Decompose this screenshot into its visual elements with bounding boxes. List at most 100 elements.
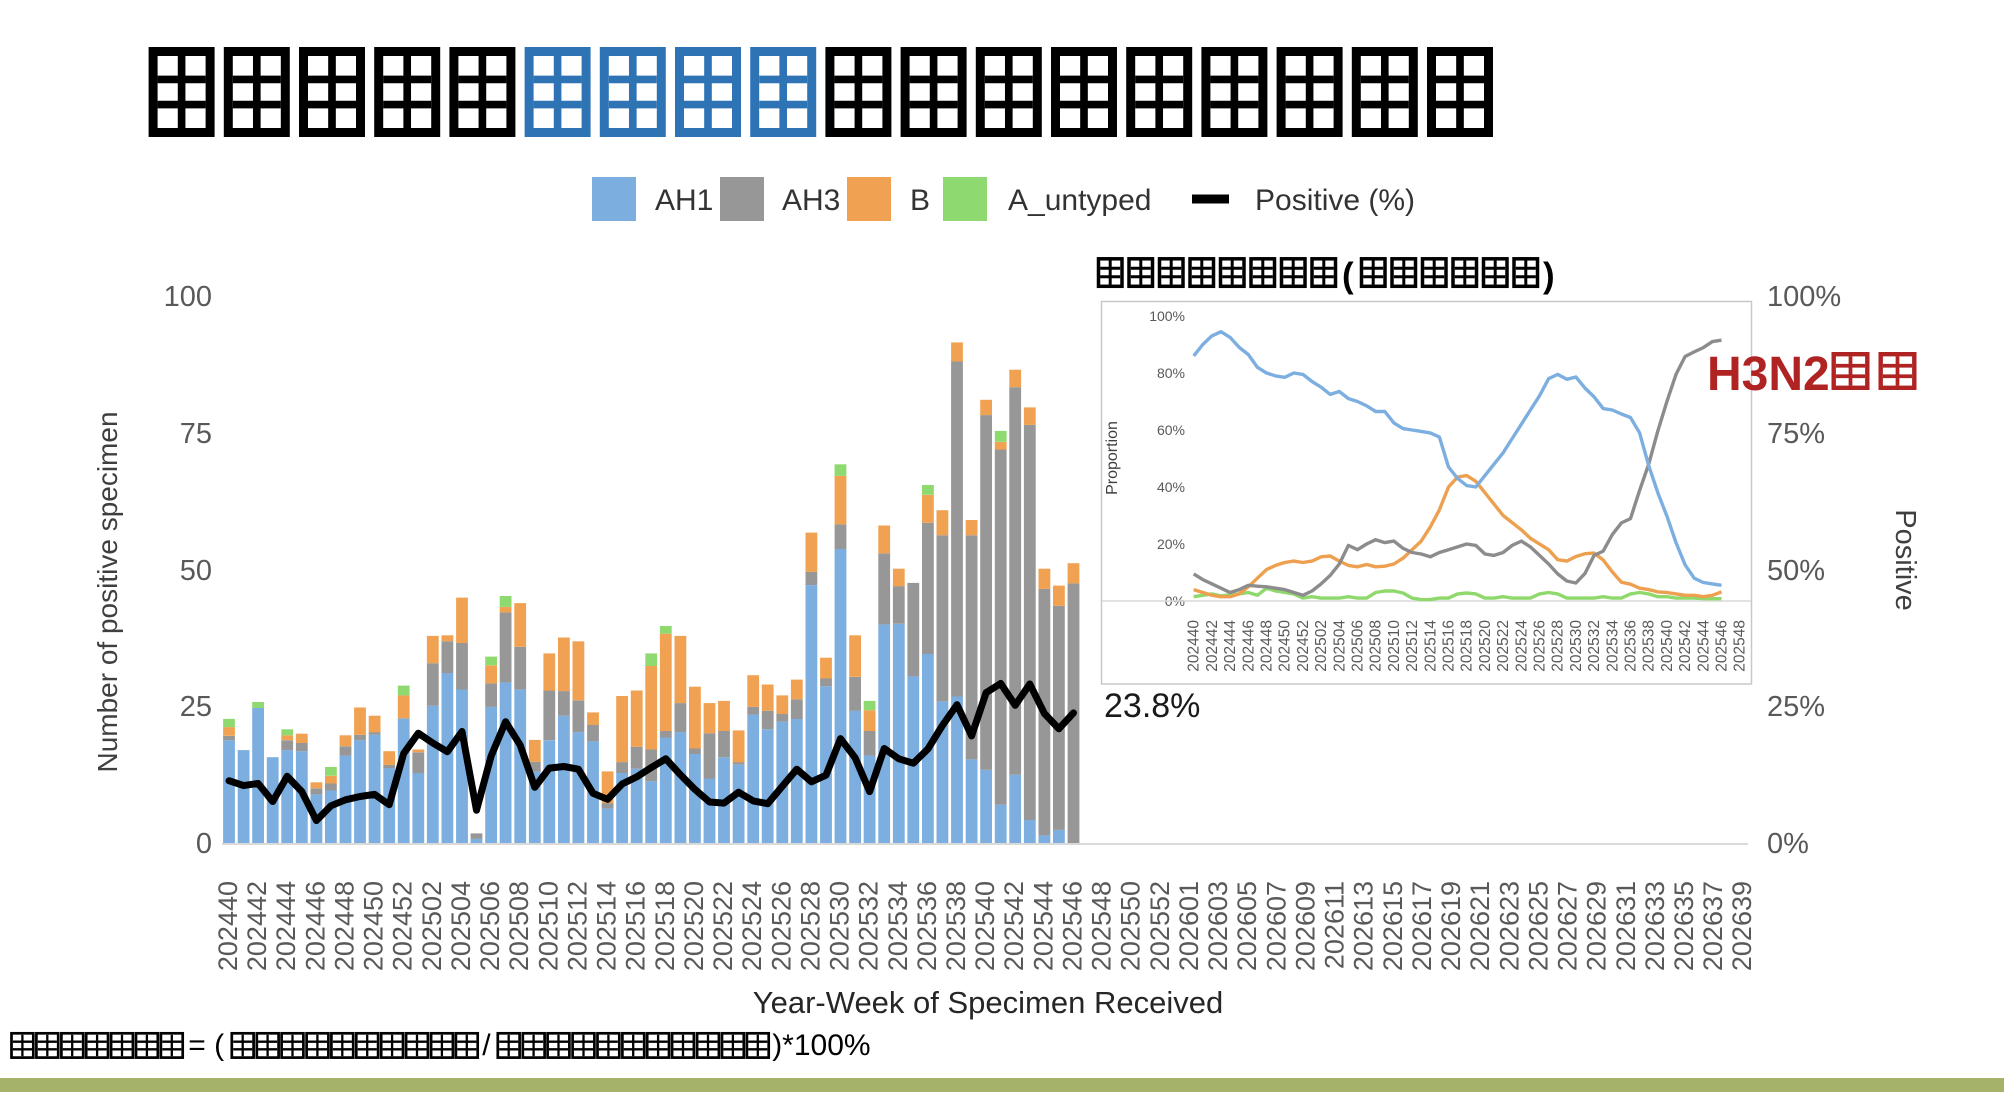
svg-text:202550: 202550 <box>1116 881 1146 971</box>
svg-text:202540: 202540 <box>1659 620 1676 672</box>
svg-text:202512: 202512 <box>1404 620 1421 672</box>
svg-text:202631: 202631 <box>1611 881 1641 971</box>
svg-text:202627: 202627 <box>1553 881 1583 971</box>
svg-text:202448: 202448 <box>1259 620 1276 672</box>
svg-text:202504: 202504 <box>446 881 476 971</box>
svg-text:202532: 202532 <box>1586 620 1603 672</box>
svg-text:202508: 202508 <box>504 881 534 971</box>
svg-text:202444: 202444 <box>1222 620 1239 672</box>
svg-text:75: 75 <box>180 418 212 450</box>
svg-text:/: / <box>482 1029 491 1062</box>
svg-text:Positive: Positive <box>1889 509 1921 611</box>
svg-text:202546: 202546 <box>1714 620 1731 672</box>
svg-text:Number of positive specimen: Number of positive specimen <box>92 411 123 772</box>
svg-text:202625: 202625 <box>1523 881 1553 971</box>
svg-text:202639: 202639 <box>1727 881 1757 971</box>
svg-text:202536: 202536 <box>912 881 942 971</box>
svg-text:202440: 202440 <box>213 881 243 971</box>
svg-text:202536: 202536 <box>1623 620 1640 672</box>
svg-text:202514: 202514 <box>592 881 622 971</box>
svg-text:202633: 202633 <box>1640 881 1670 971</box>
svg-text:Proportion: Proportion <box>1104 421 1121 495</box>
svg-text:100%: 100% <box>1767 281 1841 313</box>
svg-text:AH1: AH1 <box>655 184 713 217</box>
svg-text:202446: 202446 <box>300 881 330 971</box>
svg-text:202510: 202510 <box>1386 620 1403 672</box>
svg-text:202524: 202524 <box>737 881 767 971</box>
svg-text:202637: 202637 <box>1698 881 1728 971</box>
svg-text:202621: 202621 <box>1465 881 1495 971</box>
svg-text:AH3: AH3 <box>782 184 840 217</box>
svg-text:202442: 202442 <box>242 881 272 971</box>
svg-text:202446: 202446 <box>1240 620 1257 672</box>
svg-text:202516: 202516 <box>1441 620 1458 672</box>
svg-text:202512: 202512 <box>562 881 592 971</box>
svg-text:= (: = ( <box>188 1029 224 1062</box>
svg-text:202534: 202534 <box>1604 620 1621 672</box>
svg-text:202440: 202440 <box>1186 620 1203 672</box>
svg-text:202518: 202518 <box>1459 620 1476 672</box>
svg-text:202450: 202450 <box>1277 620 1294 672</box>
svg-text:202619: 202619 <box>1436 881 1466 971</box>
svg-text:80%: 80% <box>1157 365 1185 381</box>
svg-text:202524: 202524 <box>1513 620 1530 672</box>
svg-text:100: 100 <box>164 281 212 313</box>
svg-text:202609: 202609 <box>1290 881 1320 971</box>
svg-text:202530: 202530 <box>825 881 855 971</box>
svg-text:50: 50 <box>180 555 212 587</box>
svg-text:202506: 202506 <box>475 881 505 971</box>
svg-text:202546: 202546 <box>1058 881 1088 971</box>
svg-text:202528: 202528 <box>795 881 825 971</box>
svg-text:202603: 202603 <box>1203 881 1233 971</box>
svg-text:202502: 202502 <box>417 881 447 971</box>
svg-text:202542: 202542 <box>999 881 1029 971</box>
svg-text:202518: 202518 <box>650 881 680 971</box>
svg-text:H3N2: H3N2 <box>1707 348 1830 401</box>
svg-text:202516: 202516 <box>621 881 651 971</box>
svg-text:): ) <box>1543 256 1555 295</box>
svg-text:202450: 202450 <box>359 881 389 971</box>
svg-text:A_untyped: A_untyped <box>1008 184 1151 217</box>
svg-text:202635: 202635 <box>1669 881 1699 971</box>
svg-text:202534: 202534 <box>883 881 913 971</box>
svg-text:202522: 202522 <box>708 881 738 971</box>
svg-text:202504: 202504 <box>1331 620 1348 672</box>
svg-text:202520: 202520 <box>1477 620 1494 672</box>
svg-text:202538: 202538 <box>941 881 971 971</box>
svg-text:202548: 202548 <box>1087 881 1117 971</box>
svg-text:202442: 202442 <box>1204 620 1221 672</box>
svg-text:0: 0 <box>196 828 212 860</box>
svg-text:202607: 202607 <box>1261 881 1291 971</box>
svg-text:202506: 202506 <box>1350 620 1367 672</box>
svg-text:202526: 202526 <box>1532 620 1549 672</box>
svg-text:100%: 100% <box>1149 308 1185 324</box>
svg-text:202617: 202617 <box>1407 881 1437 971</box>
svg-text:40%: 40% <box>1157 479 1185 495</box>
svg-text:75%: 75% <box>1767 418 1825 450</box>
svg-text:202623: 202623 <box>1494 881 1524 971</box>
svg-text:)*100%: )*100% <box>772 1029 870 1062</box>
svg-text:Positive (%): Positive (%) <box>1255 184 1415 217</box>
svg-text:202448: 202448 <box>330 881 360 971</box>
svg-text:23.8%: 23.8% <box>1104 687 1200 725</box>
svg-text:202611: 202611 <box>1320 881 1350 969</box>
svg-text:202522: 202522 <box>1495 620 1512 672</box>
svg-text:202552: 202552 <box>1145 881 1175 971</box>
svg-text:202544: 202544 <box>1028 881 1058 971</box>
svg-text:202613: 202613 <box>1349 881 1379 971</box>
svg-text:202548: 202548 <box>1732 620 1749 672</box>
svg-text:202452: 202452 <box>1295 620 1312 672</box>
svg-text:202532: 202532 <box>854 881 884 971</box>
svg-text:202605: 202605 <box>1232 881 1262 971</box>
svg-text:202502: 202502 <box>1313 620 1330 672</box>
svg-text:202544: 202544 <box>1695 620 1712 672</box>
svg-text:202629: 202629 <box>1582 881 1612 971</box>
svg-text:202542: 202542 <box>1677 620 1694 672</box>
svg-text:B: B <box>910 184 930 217</box>
svg-text:202520: 202520 <box>679 881 709 971</box>
svg-text:202510: 202510 <box>533 881 563 971</box>
svg-text:0%: 0% <box>1767 828 1809 860</box>
svg-text:202452: 202452 <box>388 881 418 971</box>
svg-text:(: ( <box>1342 256 1354 295</box>
svg-text:202444: 202444 <box>271 881 301 971</box>
